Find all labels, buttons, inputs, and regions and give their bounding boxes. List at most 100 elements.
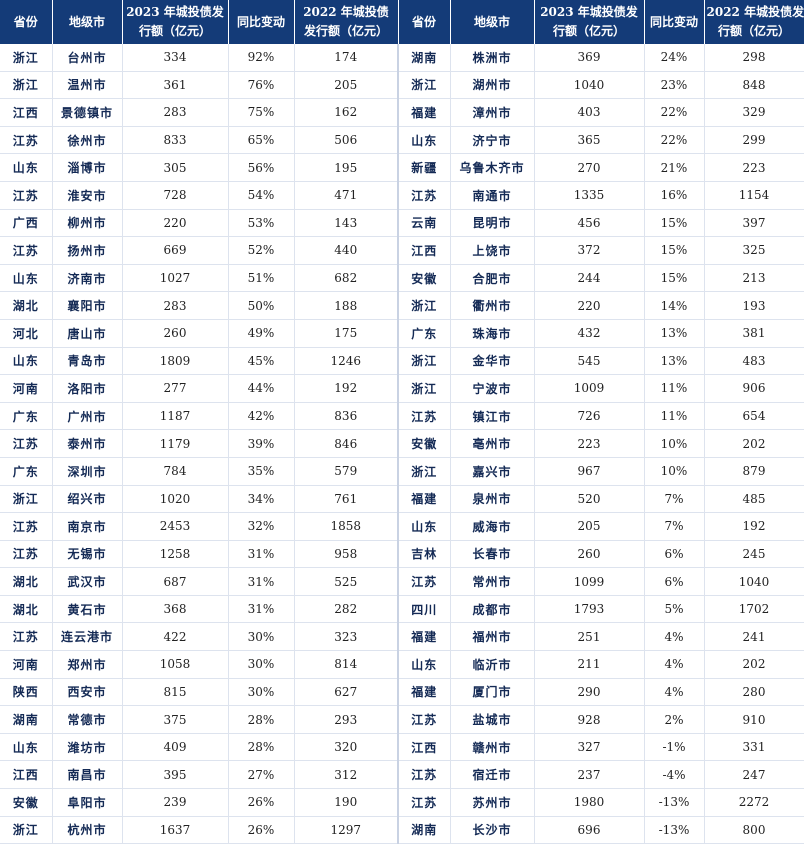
city-cell: 济南市 <box>52 264 123 293</box>
yoy-change-cell: 31% <box>228 540 295 569</box>
table-body: 浙江 台州市 334 92% 174 湖南 株洲市 369 24% 298 浙江 温州市 361 76% 2… <box>0 44 804 844</box>
province-cell: 广东 <box>398 319 451 348</box>
yoy-change-cell: 35% <box>228 457 295 486</box>
city-cell: 连云港市 <box>52 622 123 652</box>
table-row: 江苏 淮安市 728 54% 471 江苏 南通市 1335 16% 1154 <box>0 181 804 210</box>
issuance-2023-cell: 1179 <box>122 429 229 458</box>
issuance-2022-cell: 846 <box>294 429 399 458</box>
province-cell: 福建 <box>398 98 451 127</box>
province-cell: 浙江 <box>398 291 451 320</box>
province-cell: 浙江 <box>0 71 53 100</box>
yoy-change-cell: 27% <box>228 760 295 790</box>
city-cell: 阜阳市 <box>52 788 123 817</box>
issuance-2022-cell: 202 <box>704 650 804 679</box>
issuance-2023-cell: 1009 <box>534 374 645 403</box>
city-cell: 郑州市 <box>52 650 123 679</box>
yoy-change-cell: 56% <box>228 153 295 182</box>
issuance-2022-cell: 879 <box>704 457 804 486</box>
issuance-2022-cell: 397 <box>704 209 804 238</box>
yoy-change-cell: 75% <box>228 98 295 127</box>
issuance-2022-cell: 223 <box>704 153 804 182</box>
province-cell: 广东 <box>0 457 53 486</box>
issuance-2022-cell: 329 <box>704 98 804 127</box>
column-header: 地级市 <box>52 0 123 44</box>
yoy-change-cell: 24% <box>644 44 705 72</box>
issuance-2022-cell: 440 <box>294 236 399 265</box>
issuance-2022-cell: 205 <box>294 71 399 100</box>
city-cell: 株洲市 <box>450 44 535 72</box>
issuance-2022-cell: 814 <box>294 650 399 679</box>
issuance-2023-cell: 395 <box>122 760 229 790</box>
table-row: 浙江 台州市 334 92% 174 湖南 株洲市 369 24% 298 <box>0 44 804 72</box>
issuance-2023-cell: 220 <box>122 209 229 238</box>
issuance-2023-cell: 928 <box>534 705 645 734</box>
issuance-2023-cell: 432 <box>534 319 645 348</box>
city-cell: 珠海市 <box>450 319 535 348</box>
issuance-2023-cell: 260 <box>534 540 645 569</box>
province-cell: 浙江 <box>398 71 451 100</box>
yoy-change-cell: 92% <box>228 44 295 72</box>
province-cell: 山东 <box>0 153 53 182</box>
column-header-line: 省份 <box>13 14 38 29</box>
city-cell: 唐山市 <box>52 319 123 348</box>
column-header-line: 行额（亿元） <box>717 24 790 38</box>
province-cell: 河北 <box>0 319 53 348</box>
column-header: 省份 <box>0 0 53 44</box>
table-row: 广西 柳州市 220 53% 143 云南 昆明市 456 15% 397 <box>0 209 804 238</box>
issuance-2022-cell: 143 <box>294 209 399 238</box>
yoy-change-cell: 30% <box>228 622 295 652</box>
province-cell: 广东 <box>0 402 53 431</box>
issuance-2023-cell: 1099 <box>534 567 645 596</box>
column-header: 省份 <box>398 0 451 44</box>
issuance-2022-cell: 299 <box>704 126 804 155</box>
city-cell: 扬州市 <box>52 236 123 265</box>
yoy-change-cell: 53% <box>228 209 295 238</box>
city-cell: 福州市 <box>450 622 535 652</box>
province-cell: 河南 <box>0 374 53 403</box>
province-cell: 浙江 <box>398 374 451 403</box>
city-cell: 泉州市 <box>450 485 535 514</box>
issuance-2023-cell: 372 <box>534 236 645 265</box>
yoy-change-cell: 76% <box>228 71 295 100</box>
province-cell: 福建 <box>398 485 451 514</box>
city-cell: 衢州市 <box>450 291 535 320</box>
yoy-change-cell: 7% <box>644 485 705 514</box>
city-cell: 威海市 <box>450 512 535 541</box>
issuance-2023-cell: 409 <box>122 733 229 762</box>
issuance-2023-cell: 1020 <box>122 485 229 514</box>
issuance-2023-cell: 369 <box>534 44 645 72</box>
city-cell: 赣州市 <box>450 733 535 762</box>
issuance-2023-cell: 290 <box>534 678 645 707</box>
issuance-2022-cell: 175 <box>294 319 399 348</box>
issuance-2022-cell: 241 <box>704 622 804 652</box>
yoy-change-cell: 13% <box>644 319 705 348</box>
city-cell: 南京市 <box>52 512 123 541</box>
issuance-2023-cell: 205 <box>534 512 645 541</box>
column-header: 2023 年城投债发 行额（亿元） <box>122 0 229 44</box>
issuance-2023-cell: 422 <box>122 622 229 652</box>
issuance-2022-cell: 247 <box>704 760 804 790</box>
province-cell: 江苏 <box>398 402 451 431</box>
yoy-change-cell: 11% <box>644 402 705 431</box>
province-cell: 江苏 <box>0 512 53 541</box>
table-row: 江西 南昌市 395 27% 312 江苏 宿迁市 237 -4% 247 <box>0 760 804 790</box>
issuance-2023-cell: 403 <box>534 98 645 127</box>
column-header-line: 2023 年城投债发 <box>126 5 224 19</box>
city-cell: 南昌市 <box>52 760 123 790</box>
issuance-2023-cell: 726 <box>534 402 645 431</box>
issuance-2022-cell: 193 <box>704 291 804 320</box>
issuance-2023-cell: 1980 <box>534 788 645 817</box>
yoy-change-cell: 10% <box>644 457 705 486</box>
table-row: 湖北 武汉市 687 31% 525 江苏 常州市 1099 6% 1040 <box>0 567 804 596</box>
city-cell: 洛阳市 <box>52 374 123 403</box>
issuance-2023-cell: 669 <box>122 236 229 265</box>
issuance-2022-cell: 579 <box>294 457 399 486</box>
table-row: 广东 广州市 1187 42% 836 江苏 镇江市 726 11% 654 <box>0 402 804 431</box>
issuance-2023-cell: 260 <box>122 319 229 348</box>
city-cell: 宁波市 <box>450 374 535 403</box>
table-row: 山东 潍坊市 409 28% 320 江西 赣州市 327 -1% 331 <box>0 733 804 762</box>
yoy-change-cell: 50% <box>228 291 295 320</box>
city-cell: 杭州市 <box>52 816 123 844</box>
city-cell: 淮安市 <box>52 181 123 210</box>
issuance-2023-cell: 1809 <box>122 347 229 376</box>
